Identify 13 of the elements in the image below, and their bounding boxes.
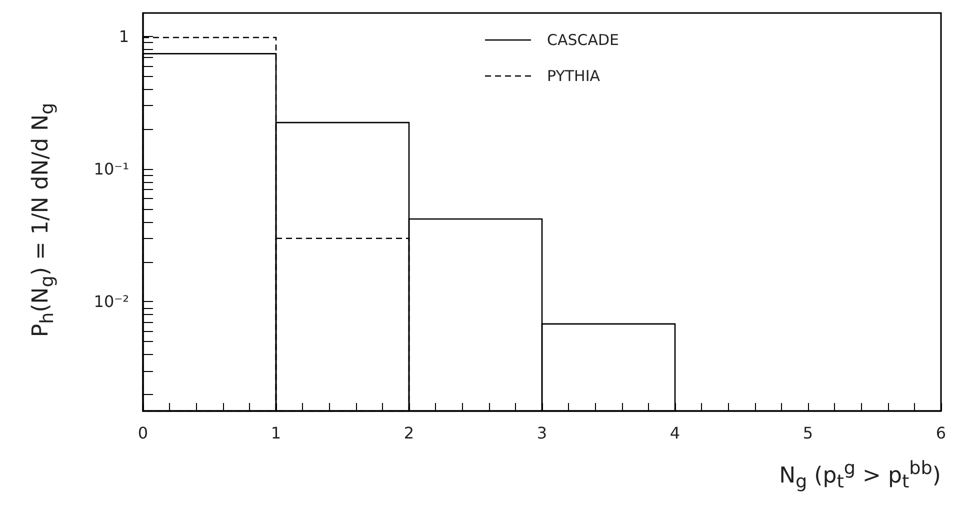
x-tick-label: 5 bbox=[802, 424, 814, 442]
x-tick-label: 1 bbox=[270, 424, 282, 442]
x-tick-label: 6 bbox=[936, 424, 946, 442]
x-tick-label: 3 bbox=[536, 424, 548, 442]
x-tick-label: 2 bbox=[404, 424, 414, 442]
y-tick-label: 1 bbox=[118, 26, 129, 46]
y-tick-label: 10⁻² bbox=[94, 292, 129, 312]
legend-label: CASCADE bbox=[547, 31, 620, 49]
x-tick-label: 4 bbox=[670, 424, 680, 442]
x-tick-label: 0 bbox=[138, 424, 148, 442]
legend-label: PYTHIA bbox=[547, 67, 600, 85]
y-tick-label: 10⁻¹ bbox=[94, 160, 129, 179]
text: N$_{g}$ (p$_{t}$$^{g}$ > p$_{t}$$^{bb}$) bbox=[779, 458, 941, 493]
